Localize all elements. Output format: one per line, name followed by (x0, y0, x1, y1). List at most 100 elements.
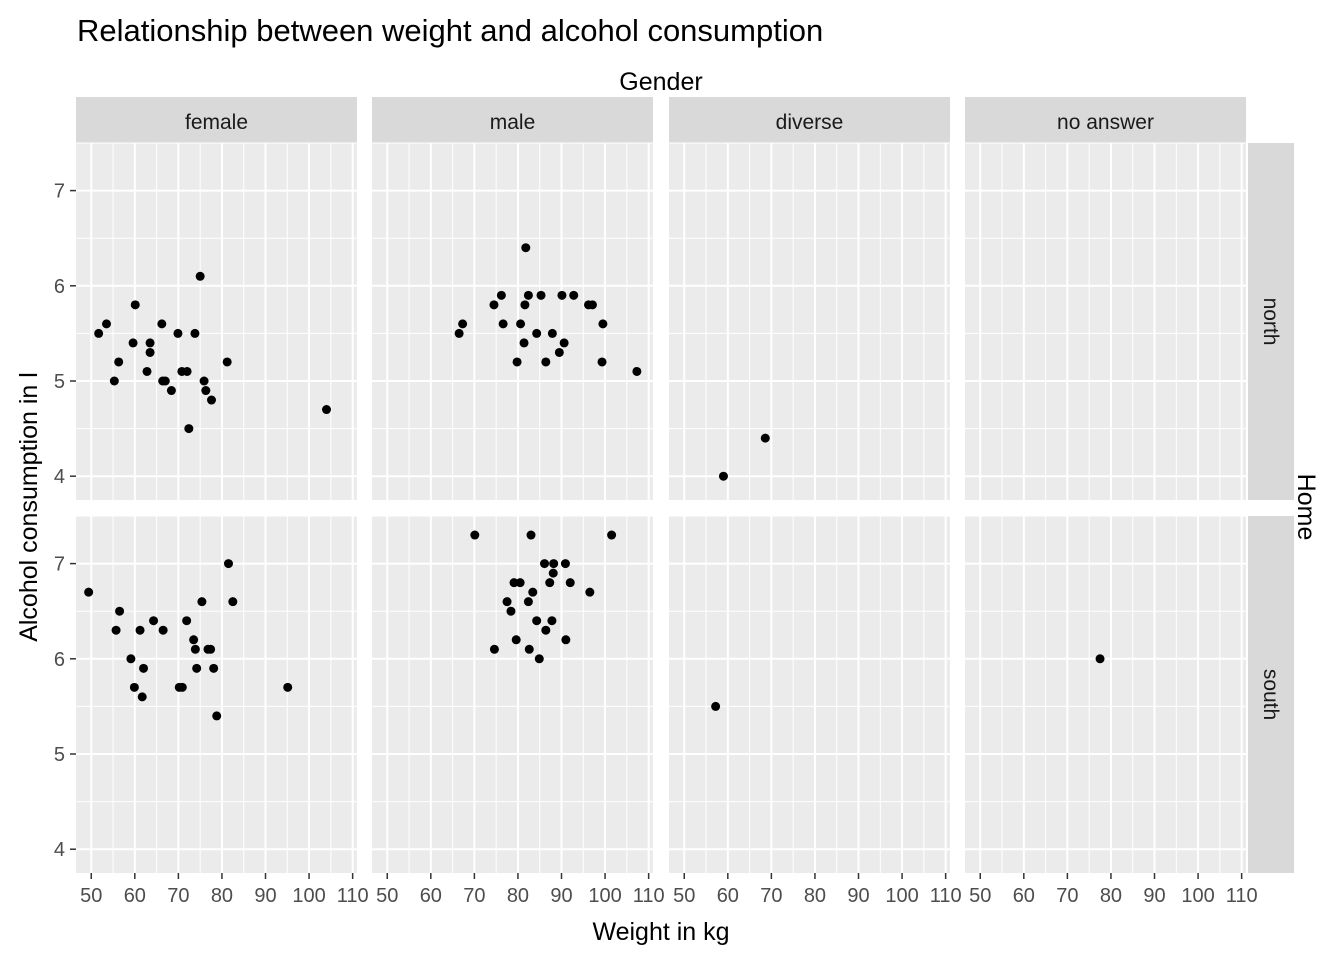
data-point (158, 625, 168, 635)
x-tick-label: 50 (969, 885, 991, 907)
data-point (458, 319, 468, 329)
data-point (554, 347, 564, 357)
x-tick-label: 50 (673, 885, 695, 907)
data-point (139, 663, 149, 673)
data-point (173, 328, 183, 338)
data-point (145, 347, 155, 357)
data-point (541, 625, 551, 635)
panels-layer: female male diverse no answer north south 4 5 6 7… (54, 97, 1294, 907)
x-tick-label: 110 (1226, 885, 1258, 907)
data-point (534, 654, 544, 664)
data-point (115, 606, 125, 616)
data-point (532, 616, 542, 626)
data-point (541, 357, 551, 367)
data-point (470, 530, 480, 540)
column-facet-title: Gender (619, 68, 702, 96)
y-tick-label: 5 (54, 371, 65, 393)
row-strip-label: north (1259, 298, 1282, 346)
panel-background (965, 143, 1246, 500)
data-point (126, 654, 136, 664)
data-point (528, 587, 538, 597)
data-point (177, 682, 187, 692)
data-point (197, 597, 207, 607)
data-point (607, 530, 617, 540)
data-point (101, 319, 111, 329)
column-strip-label: diverse (776, 111, 844, 134)
data-point (145, 338, 155, 348)
data-point (228, 597, 238, 607)
x-tick-label: 80 (1100, 885, 1122, 907)
y-tick-label: 6 (54, 649, 65, 671)
data-point (209, 663, 219, 673)
data-point (559, 338, 569, 348)
data-point (557, 290, 567, 300)
data-point (523, 290, 533, 300)
data-point (489, 300, 499, 310)
x-tick-label: 60 (1013, 885, 1035, 907)
y-tick-label: 4 (54, 466, 65, 488)
data-point (84, 587, 94, 597)
data-point (201, 386, 211, 396)
data-point (184, 424, 194, 434)
x-tick-label: 110 (337, 885, 369, 907)
data-point (532, 328, 542, 338)
data-point (598, 319, 608, 329)
data-point (512, 357, 522, 367)
data-point (515, 578, 525, 588)
data-point (182, 616, 192, 626)
data-point (128, 338, 138, 348)
data-point (519, 338, 529, 348)
x-tick-label: 50 (376, 885, 398, 907)
data-point (129, 682, 139, 692)
data-point (524, 644, 534, 654)
x-tick-label: 100 (885, 885, 918, 907)
data-point (223, 559, 233, 569)
data-point (206, 395, 216, 405)
data-point (597, 357, 607, 367)
data-point (166, 386, 176, 396)
y-tick-label: 5 (54, 744, 65, 766)
data-point (130, 300, 140, 310)
data-point (498, 319, 508, 329)
x-tick-label: 80 (211, 885, 233, 907)
data-point (718, 471, 728, 481)
data-point (190, 328, 200, 338)
x-tick-label: 70 (1056, 885, 1078, 907)
data-point (157, 319, 167, 329)
panel-background (372, 516, 653, 873)
y-tick-label: 6 (54, 276, 65, 298)
data-point (760, 433, 770, 443)
data-point (560, 559, 570, 569)
data-point (189, 635, 199, 645)
x-tick-label: 90 (550, 885, 572, 907)
y-tick-label: 4 (54, 839, 65, 861)
x-tick-label: 90 (1143, 885, 1165, 907)
panel-background (669, 516, 950, 873)
data-point (526, 530, 536, 540)
data-point (135, 625, 145, 635)
data-point (520, 300, 530, 310)
data-point (94, 328, 104, 338)
data-point (283, 682, 293, 692)
x-tick-label: 70 (463, 885, 485, 907)
x-tick-label: 70 (167, 885, 189, 907)
panel-background (669, 143, 950, 500)
data-point (222, 357, 232, 367)
data-point (506, 606, 516, 616)
data-point (195, 271, 205, 281)
data-point (190, 644, 200, 654)
data-point (516, 319, 526, 329)
x-tick-label: 50 (80, 885, 102, 907)
column-strip-label: male (490, 111, 536, 134)
column-strip-label: female (185, 111, 248, 134)
data-point (547, 328, 557, 338)
x-tick-label: 70 (760, 885, 782, 907)
data-point (565, 578, 575, 588)
data-point (521, 243, 531, 253)
data-point (523, 597, 533, 607)
x-tick-label: 60 (124, 885, 146, 907)
x-tick-label: 90 (254, 885, 276, 907)
data-point (585, 587, 595, 597)
x-tick-label: 80 (804, 885, 826, 907)
data-point (1095, 654, 1105, 664)
